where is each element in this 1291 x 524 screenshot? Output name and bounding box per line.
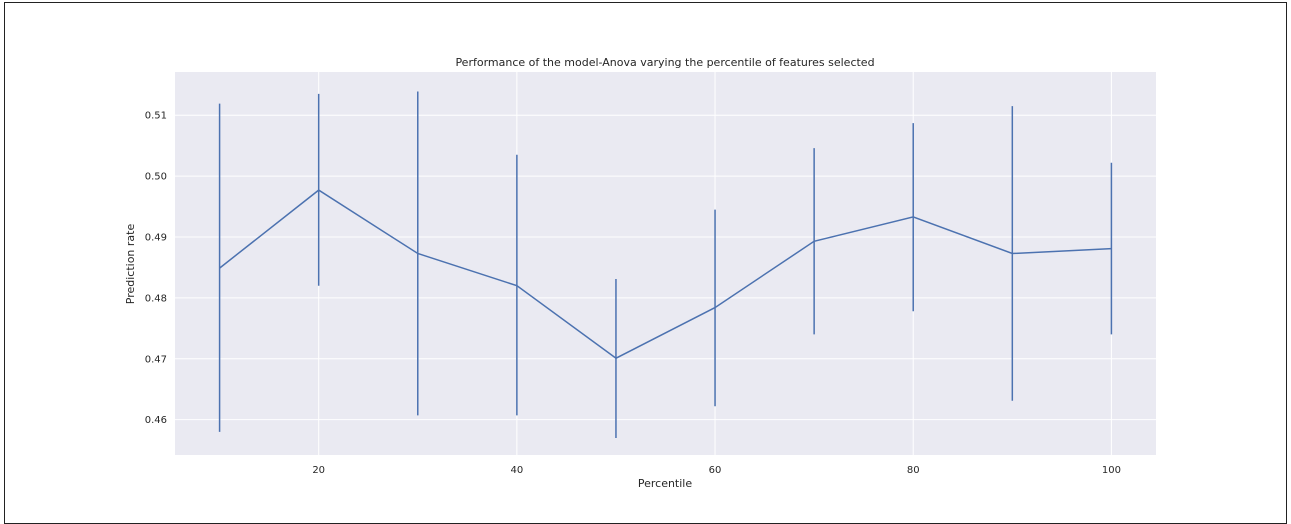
grid-lines <box>175 72 1156 455</box>
x-tick-label: 100 <box>1102 465 1121 476</box>
plot-area <box>175 72 1156 455</box>
series-line <box>219 189 1112 360</box>
y-tick-labels: 0.46 0.47 0.48 0.49 0.50 0.51 <box>145 111 167 426</box>
y-tick-label: 0.50 <box>145 172 167 183</box>
x-tick-label: 80 <box>907 465 920 476</box>
y-tick-label: 0.48 <box>145 293 167 304</box>
y-tick-label: 0.46 <box>145 415 167 426</box>
x-tick-label: 40 <box>510 465 523 476</box>
chart-title: Performance of the model-Anova varying t… <box>455 56 874 69</box>
y-tick-label: 0.49 <box>145 233 167 244</box>
y-tick-label: 0.47 <box>145 354 167 365</box>
x-tick-label: 20 <box>312 465 325 476</box>
x-tick-labels: 20 40 60 80 100 <box>312 465 1121 476</box>
x-tick-label: 60 <box>709 465 722 476</box>
y-tick-label: 0.51 <box>145 111 167 122</box>
x-axis-label: Percentile <box>638 477 693 490</box>
y-axis-label: Prediction rate <box>124 224 137 305</box>
series-layer <box>218 91 1113 438</box>
